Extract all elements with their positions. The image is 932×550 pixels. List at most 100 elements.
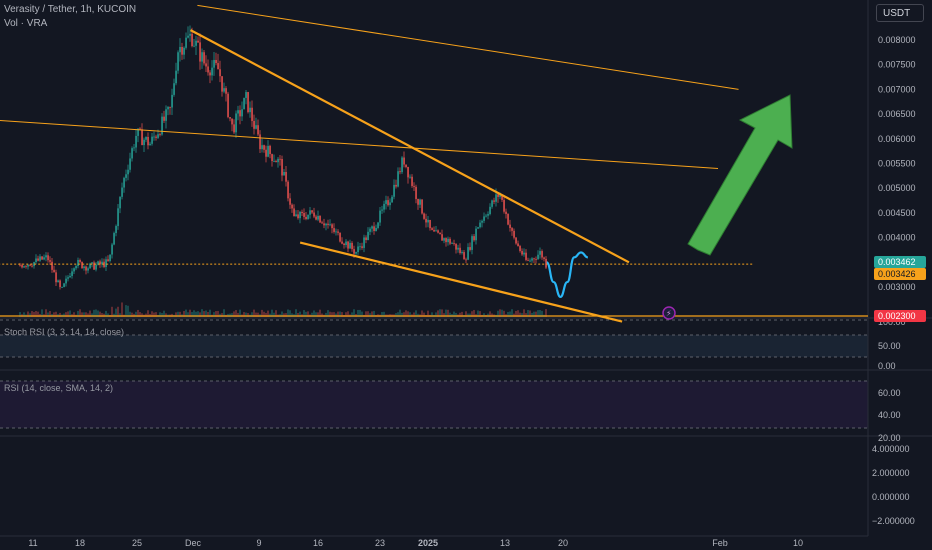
candle [177,52,179,71]
volume-bar [101,313,103,317]
candle [47,255,49,261]
volume-bar [311,312,313,317]
volume-bar [333,312,335,317]
volume-bar [289,310,291,317]
candle [391,196,393,203]
volume-bar [327,310,329,317]
volume-bar [179,311,181,317]
volume-bar [403,312,405,317]
volume-bar [509,311,511,317]
volume-bar [73,312,75,317]
candle [435,230,437,232]
candle [27,264,29,267]
candle [49,260,51,262]
volume-bar [325,312,327,317]
candle [433,229,435,232]
candle [339,232,341,242]
candle [369,228,371,232]
candle [115,226,117,234]
candle [245,92,247,98]
volume-bar [187,312,189,317]
candle [253,120,255,129]
volume-bar [135,311,137,317]
volume-bar [335,313,337,317]
candle [25,266,27,268]
volume-bar [175,312,177,317]
stoch-rsi-tick-label: 0.00 [878,361,896,371]
candle [41,256,43,260]
currency-button[interactable]: USDT [876,4,924,22]
candle [305,216,307,219]
candle [525,252,527,260]
candle [459,247,461,253]
candle [225,88,227,94]
candle [257,125,259,135]
candle [167,107,169,110]
volume-bar [527,310,529,317]
volume-bar [117,306,119,317]
candle [117,208,119,227]
candle [99,261,101,265]
volume-bar [307,311,309,317]
candle [479,222,481,228]
volume-bar [49,310,51,317]
candle [277,158,279,163]
candle [175,70,177,84]
volume-bar [439,309,441,317]
candle [251,107,253,121]
candle [199,42,201,62]
volume-bar [219,313,221,317]
volume-bar [243,312,245,317]
volume-bar [113,313,115,317]
time-tick-label: Dec [185,538,202,548]
volume-bar [191,312,193,317]
trendline [0,119,719,169]
candle [29,264,31,266]
volume-bar [161,312,163,317]
volume-bar [519,312,521,317]
candle [365,237,367,240]
candle [311,210,313,213]
rsi-tick-label: 40.00 [878,410,901,420]
candle [501,194,503,200]
candle [431,228,433,230]
volume-label: Vol · VRA [4,18,48,29]
volume-bar [77,310,79,317]
volume-bar [81,312,83,317]
volume-bar [461,311,463,317]
candle [127,169,129,175]
volume-bar [321,313,323,317]
volume-bar [203,311,205,317]
volume-bar [357,309,359,317]
volume-bar [263,311,265,317]
volume-bar [427,310,429,317]
candle [79,260,81,262]
candle [151,136,153,144]
volume-bar [69,310,71,317]
volume-bar [193,310,195,317]
candle [353,249,355,254]
candle [533,258,535,260]
price-tick-label: 0.005500 [878,159,916,169]
candle [263,145,265,150]
candle [31,265,33,267]
volume-bar [477,310,479,317]
candle [323,223,325,226]
volume-bar [353,309,355,317]
price-tag [874,256,926,268]
volume-bar [47,312,49,317]
candle [81,261,83,269]
volume-bar [119,313,121,317]
time-tick-label: 2025 [418,538,438,548]
candle [239,110,241,117]
candle [169,107,171,108]
volume-bars [19,302,547,317]
candle [509,224,511,229]
volume-bar [283,313,285,317]
volume-bar [491,313,493,317]
indicator-tick-label: 4.000000 [872,444,910,454]
volume-bar [221,313,223,317]
candle [275,161,277,163]
